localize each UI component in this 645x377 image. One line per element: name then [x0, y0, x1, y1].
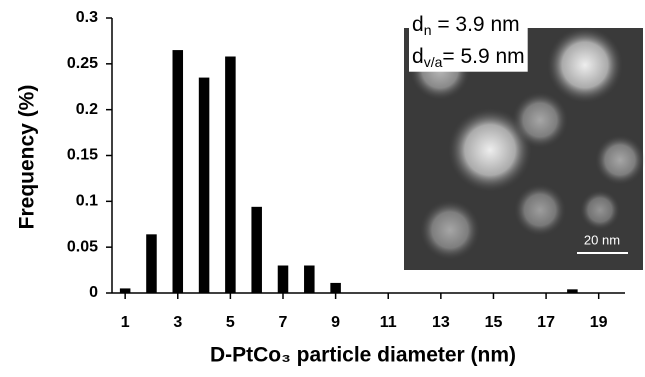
- x-tick-label: 9: [331, 314, 340, 331]
- y-tick-label: 0.3: [76, 9, 98, 26]
- y-tick-label: 0: [89, 284, 98, 301]
- bar: [304, 266, 315, 294]
- particle-cluster: [512, 92, 568, 148]
- annotation-text: = 3.9 nm: [431, 13, 519, 36]
- x-tick-label: 1: [121, 314, 130, 331]
- y-tick-label: 0.05: [67, 238, 98, 255]
- bar: [199, 78, 210, 293]
- y-tick-label: 0.2: [76, 101, 98, 118]
- bar: [120, 288, 131, 293]
- particle-cluster: [514, 184, 566, 236]
- annotation-symbol: d: [412, 13, 424, 36]
- x-tick-label: 7: [279, 314, 288, 331]
- x-axis-title: D-PtCo₃ particle diameter (nm): [210, 344, 516, 367]
- y-tick-label: 0.1: [76, 193, 98, 210]
- x-tick-label: 17: [537, 314, 555, 331]
- x-tick-label: 15: [485, 314, 503, 331]
- particle-cluster: [595, 135, 645, 185]
- x-tick-label: 19: [590, 314, 608, 331]
- bar: [330, 283, 341, 293]
- bar: [173, 50, 184, 293]
- annotation-subscript: n: [424, 22, 432, 38]
- x-tick-label: 5: [226, 314, 235, 331]
- y-tick-label: 0.15: [67, 147, 98, 164]
- particle-cluster: [547, 27, 623, 103]
- bar: [225, 57, 236, 294]
- bar: [251, 207, 262, 293]
- y-tick-label: 0.25: [67, 55, 98, 72]
- chart: 20 nm dn = 3.9 nmdv/a= 5.9 nm Frequency …: [0, 0, 645, 377]
- annotation-subscript: v/a: [424, 54, 443, 70]
- annotation-symbol: d: [412, 45, 424, 68]
- annotation-text: = 5.9 nm: [442, 45, 524, 68]
- scale-bar-label: 20 nm: [584, 232, 620, 247]
- bar: [146, 234, 157, 293]
- particle-cluster: [580, 190, 620, 230]
- bar: [567, 289, 578, 293]
- x-tick-label: 11: [380, 314, 397, 331]
- x-tick-label: 13: [432, 314, 450, 331]
- particle-cluster: [420, 200, 480, 260]
- bar: [278, 266, 289, 294]
- y-axis-title: Frequency (%): [16, 85, 39, 230]
- x-tick-label: 3: [173, 314, 182, 331]
